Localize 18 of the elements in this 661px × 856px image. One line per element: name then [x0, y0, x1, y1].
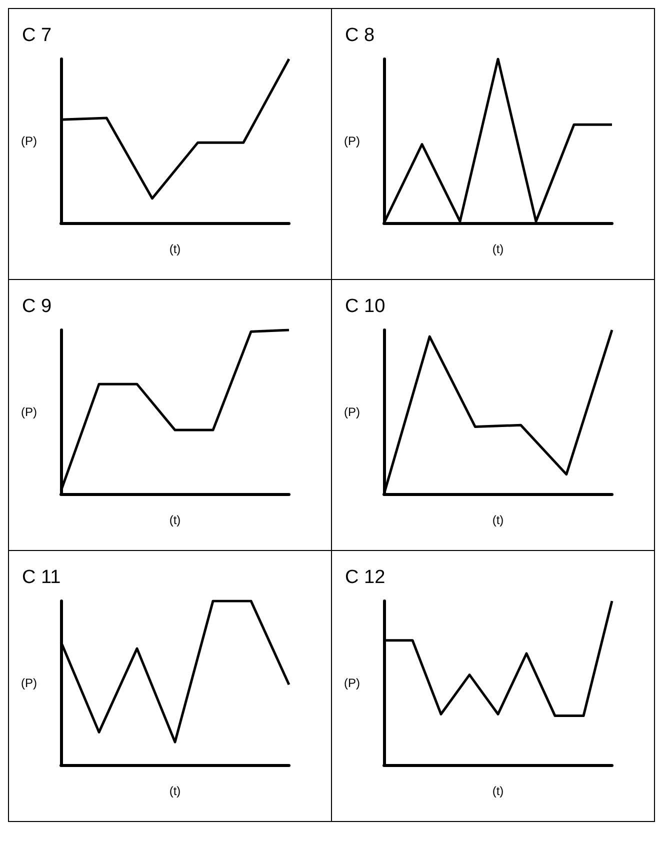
y-axis-title: (P)	[344, 676, 360, 690]
y-axis-title: (P)	[344, 405, 360, 419]
chart-title: C 8	[345, 25, 375, 46]
x-axis-title: (t)	[169, 242, 181, 256]
x-axis-title: (t)	[492, 242, 504, 256]
chart-title: C 7	[22, 25, 52, 46]
y-axis-title: (P)	[344, 134, 360, 148]
chart-title: C 9	[22, 296, 52, 317]
y-axis-title: (P)	[21, 134, 37, 148]
chart-title: C 11	[22, 567, 61, 588]
chart-title: C 12	[345, 567, 386, 588]
x-axis-title: (t)	[169, 784, 181, 798]
y-axis-title: (P)	[21, 405, 37, 419]
x-axis-title: (t)	[492, 784, 504, 798]
x-axis-title: (t)	[492, 513, 504, 527]
chart-title: C 10	[345, 296, 386, 317]
y-axis-title: (P)	[21, 676, 37, 690]
x-axis-title: (t)	[169, 513, 181, 527]
